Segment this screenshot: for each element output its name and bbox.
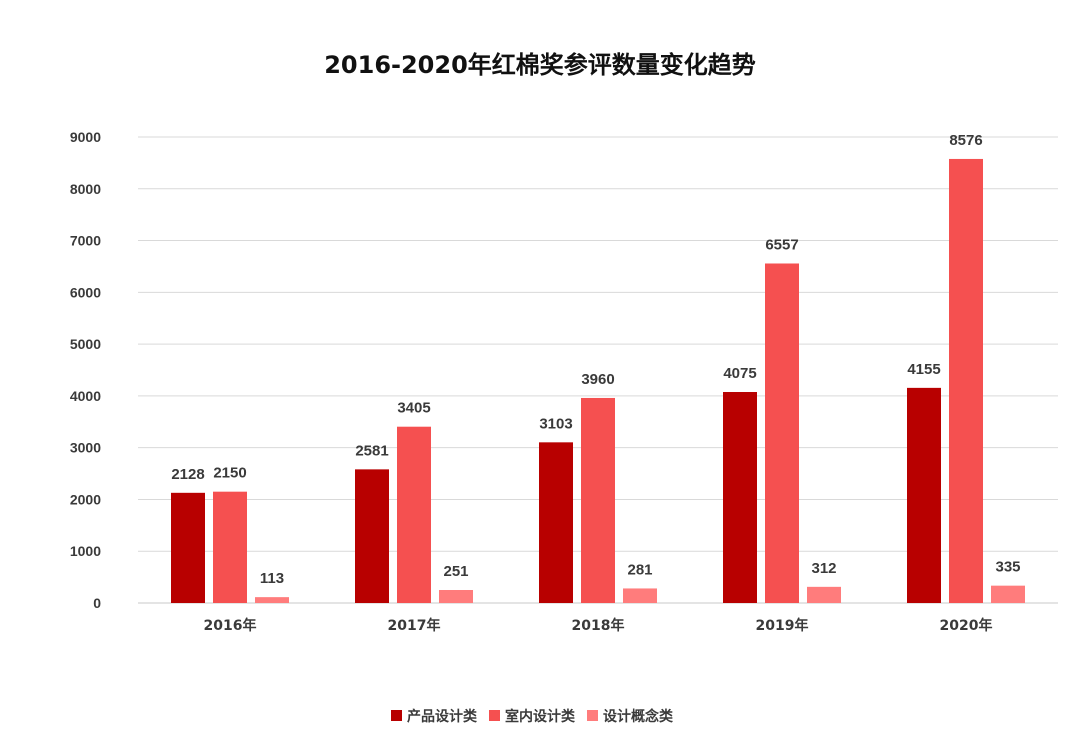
y-tick-label: 6000 (70, 284, 101, 300)
data-label: 3405 (397, 400, 430, 417)
data-label: 6557 (765, 236, 798, 253)
y-tick-label: 7000 (70, 233, 101, 249)
y-tick-label: 2000 (70, 491, 101, 507)
bar (723, 392, 757, 603)
bars (171, 158, 1025, 603)
data-label: 113 (260, 570, 284, 587)
x-tick-label: 2018年 (572, 617, 625, 634)
data-label: 312 (811, 560, 836, 577)
bar (991, 585, 1025, 603)
data-label: 4075 (723, 365, 756, 382)
y-tick-label: 8000 (70, 181, 101, 197)
data-label: 2150 (213, 465, 246, 482)
data-label: 335 (995, 559, 1020, 576)
data-label: 251 (443, 563, 468, 580)
bar (765, 263, 799, 603)
x-tick-label: 2020年 (940, 617, 993, 634)
x-tick-label: 2019年 (756, 617, 809, 634)
y-axis-ticks: 0 1000 2000 3000 4000 5000 6000 7000 8000 9000 (70, 129, 101, 611)
bar (907, 387, 941, 603)
bar (807, 586, 841, 603)
legend: 产品设计类 室内设计类 设计概念类 (391, 708, 674, 725)
x-axis-ticks: 2016年 2017年 2018年 2019年 2020年 (204, 617, 993, 634)
y-tick-label: 3000 (70, 440, 101, 456)
data-label: 3960 (581, 371, 614, 388)
legend-swatch (587, 710, 598, 721)
bar (581, 397, 615, 603)
legend-label: 室内设计类 (505, 708, 576, 725)
data-label: 281 (627, 561, 652, 578)
data-labels: 2128 2150 113 2581 3405 251 3103 3960 281 4075 655… (171, 132, 1020, 587)
bar (355, 469, 389, 603)
y-tick-label: 4000 (70, 388, 101, 404)
data-label: 4155 (907, 361, 940, 378)
bar (949, 158, 983, 603)
bar (397, 426, 431, 603)
bar (623, 588, 657, 603)
data-label: 3103 (539, 415, 572, 432)
bar (539, 442, 573, 603)
bar (171, 492, 205, 603)
legend-label: 产品设计类 (407, 708, 478, 725)
x-tick-label: 2017年 (388, 617, 441, 634)
chart-title: 2016-2020年红棉奖参评数量变化趋势 (324, 51, 756, 79)
data-label: 2128 (171, 466, 204, 483)
y-tick-label: 9000 (70, 129, 101, 145)
legend-label: 设计概念类 (603, 708, 674, 725)
data-label: 2581 (355, 442, 388, 459)
x-tick-label: 2016年 (204, 617, 257, 634)
bar (255, 597, 289, 603)
legend-swatch (391, 710, 402, 721)
y-tick-label: 5000 (70, 336, 101, 352)
gridlines (138, 136, 1058, 604)
data-label: 8576 (949, 132, 982, 149)
bar (439, 590, 473, 603)
legend-swatch (489, 710, 500, 721)
y-tick-label: 1000 (70, 543, 101, 559)
bar (213, 491, 247, 603)
y-tick-label: 0 (93, 595, 101, 611)
